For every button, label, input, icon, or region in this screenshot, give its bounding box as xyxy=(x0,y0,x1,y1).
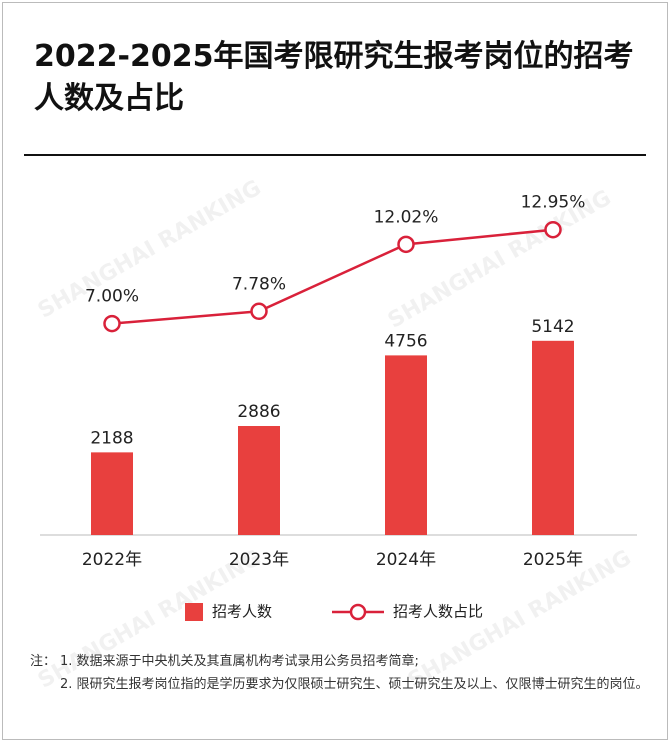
note-row: 注： 1. 数据来源于中央机关及其直属机构考试录用公务员招考简章; xyxy=(30,650,650,673)
legend-label: 招考人数 xyxy=(212,603,272,621)
chart-title: 2022-2025年国考限研究生报考岗位的招考人数及占比 xyxy=(34,39,634,116)
line-label: 12.95% xyxy=(521,193,586,213)
bar xyxy=(385,355,427,535)
line-point xyxy=(397,235,415,254)
line-label: 7.00% xyxy=(85,287,139,307)
line-point xyxy=(103,314,121,333)
bar xyxy=(238,426,280,535)
bar-label: 4756 xyxy=(384,331,427,351)
legend-swatch xyxy=(349,603,367,621)
x-tick-label: 2025年 xyxy=(523,550,583,570)
notes: 注： 1. 数据来源于中央机关及其直属机构考试录用公务员招考简章; 2. 限研究… xyxy=(30,650,650,696)
bar-label: 5142 xyxy=(531,317,574,337)
title-rule xyxy=(24,154,646,156)
watermark: SHANGHAI RANKING xyxy=(34,175,266,323)
line xyxy=(111,228,554,325)
x-tick-label: 2022年 xyxy=(82,550,142,570)
line-point xyxy=(544,220,562,239)
x-tick-label: 2024年 xyxy=(376,550,436,570)
line-label: 7.78% xyxy=(232,274,286,294)
note: 1. 数据来源于中央机关及其直属机构考试录用公务员招考简章; xyxy=(60,654,419,669)
note: 2. 限研究生报考岗位指的是学历要求为仅限硕士研究生、硕士研究生及以上、仅限博士… xyxy=(60,677,649,692)
note-label: 注： xyxy=(30,654,57,669)
x-tick-label: 2023年 xyxy=(229,550,289,570)
bar-label: 2886 xyxy=(237,402,280,422)
line-point xyxy=(250,302,268,321)
line-label: 12.02% xyxy=(374,207,439,227)
bar xyxy=(91,452,133,535)
bar-label: 2188 xyxy=(90,428,133,448)
bar xyxy=(532,340,574,535)
legend-label: 招考人数占比 xyxy=(393,603,483,621)
note-row: 2. 限研究生报考岗位指的是学历要求为仅限硕士研究生、硕士研究生及以上、仅限博士… xyxy=(30,673,650,696)
legend-swatch xyxy=(185,603,203,621)
